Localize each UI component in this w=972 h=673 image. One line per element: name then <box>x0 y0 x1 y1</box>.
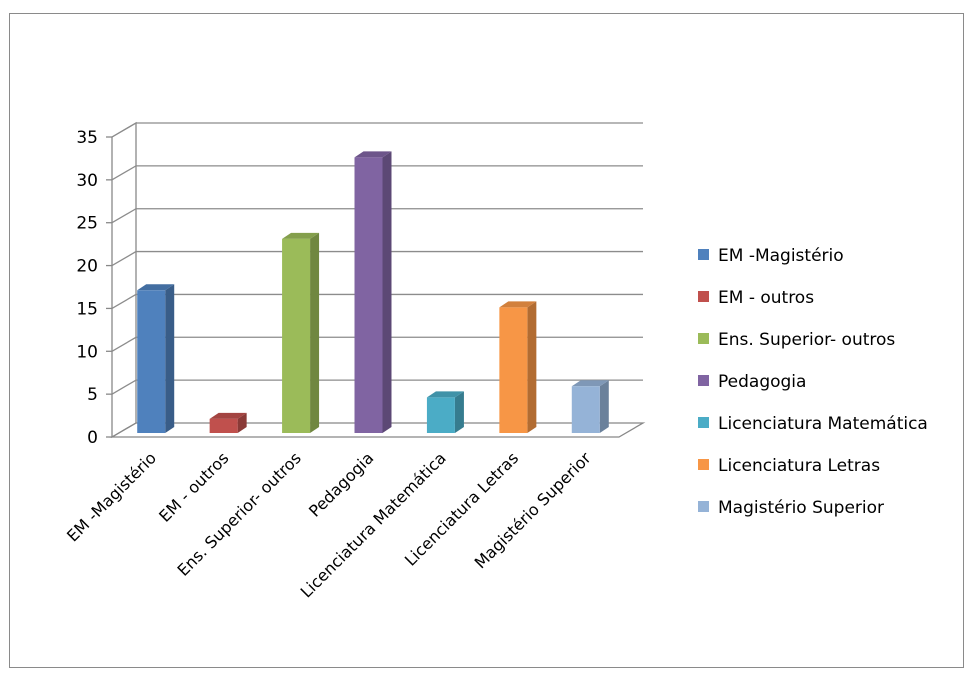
legend-swatch <box>698 291 709 302</box>
legend-entry: Ens. Superior- outros <box>698 330 895 350</box>
legend-entry: Magistério Superior <box>698 498 884 518</box>
legend: EM -Magistério EM - outros Ens. Superior- … <box>698 246 928 518</box>
x-tick-label: Licenciatura Matemática <box>297 448 450 601</box>
bar-1 <box>137 284 175 433</box>
y-tick-label: 20 <box>76 257 98 277</box>
bar-front <box>282 238 311 433</box>
bar-side <box>527 301 537 433</box>
y-tick-label: 10 <box>76 342 98 362</box>
bar-front <box>354 157 383 433</box>
bar-top <box>571 380 609 387</box>
legend-swatch <box>698 417 709 428</box>
bar-top <box>137 284 175 291</box>
legend-label: Magistério Superior <box>718 498 884 518</box>
gridline <box>111 379 643 395</box>
y-tick-label: 0 <box>87 428 98 448</box>
bar-4 <box>354 151 392 433</box>
legend-label: Pedagogia <box>718 372 806 392</box>
bar-side <box>382 151 392 433</box>
bar-side <box>599 380 609 433</box>
gridlines <box>111 122 643 395</box>
x-tick-label: Ens. Superior- outros <box>173 448 304 579</box>
y-tick-label: 5 <box>87 385 98 405</box>
legend-label: EM - outros <box>718 288 814 308</box>
legend-label: Licenciatura Letras <box>718 456 880 476</box>
y-axis-ticks: 0 5 10 15 20 25 30 35 <box>76 128 112 448</box>
legend-swatch <box>698 459 709 470</box>
gridline <box>111 336 643 352</box>
y-tick-label: 15 <box>76 299 98 319</box>
bar-side <box>310 232 320 433</box>
floor <box>109 422 646 438</box>
bar-front <box>426 397 455 433</box>
y-tick-label: 35 <box>76 128 98 148</box>
legend-swatch <box>698 249 709 260</box>
bar-side <box>454 391 464 433</box>
bar-front <box>499 307 528 433</box>
bar-7 <box>571 380 609 433</box>
bar-6 <box>499 301 537 433</box>
legend-swatch <box>698 375 709 386</box>
legend-entry: EM -Magistério <box>698 246 844 266</box>
bar-top <box>282 232 320 239</box>
bar-top <box>209 412 247 419</box>
bar-front <box>571 386 600 433</box>
gridline <box>111 122 643 138</box>
bar-5 <box>426 391 464 433</box>
bar-side <box>165 284 175 433</box>
legend-label: Licenciatura Matemática <box>718 414 928 434</box>
bars <box>137 151 609 433</box>
bar-top <box>354 151 392 158</box>
legend-entry: EM - outros <box>698 288 814 308</box>
x-tick-label: EM -Magistério <box>63 448 160 545</box>
gridline <box>111 208 643 224</box>
gridline <box>111 250 643 267</box>
bar-front <box>137 290 166 433</box>
legend-entry: Licenciatura Matemática <box>698 414 928 434</box>
side-wall <box>111 121 137 439</box>
legend-swatch <box>698 333 709 344</box>
bar-3 <box>282 232 320 433</box>
legend-label: Ens. Superior- outros <box>718 330 895 350</box>
x-tick-label: Pedagogia <box>305 448 377 520</box>
x-tick-label: EM - outros <box>155 448 232 525</box>
gridline <box>111 293 643 309</box>
y-tick-label: 25 <box>76 214 98 234</box>
legend-swatch <box>698 501 709 512</box>
y-tick-label: 30 <box>76 171 98 191</box>
bar-front <box>209 418 238 433</box>
bar-top <box>499 301 537 308</box>
legend-label: EM -Magistério <box>718 246 844 266</box>
bar-side <box>237 412 247 433</box>
bar-top <box>426 391 464 398</box>
legend-entry: Pedagogia <box>698 372 806 392</box>
gridline <box>111 165 643 181</box>
legend-entry: Licenciatura Letras <box>698 456 880 476</box>
bar-2 <box>209 412 247 433</box>
